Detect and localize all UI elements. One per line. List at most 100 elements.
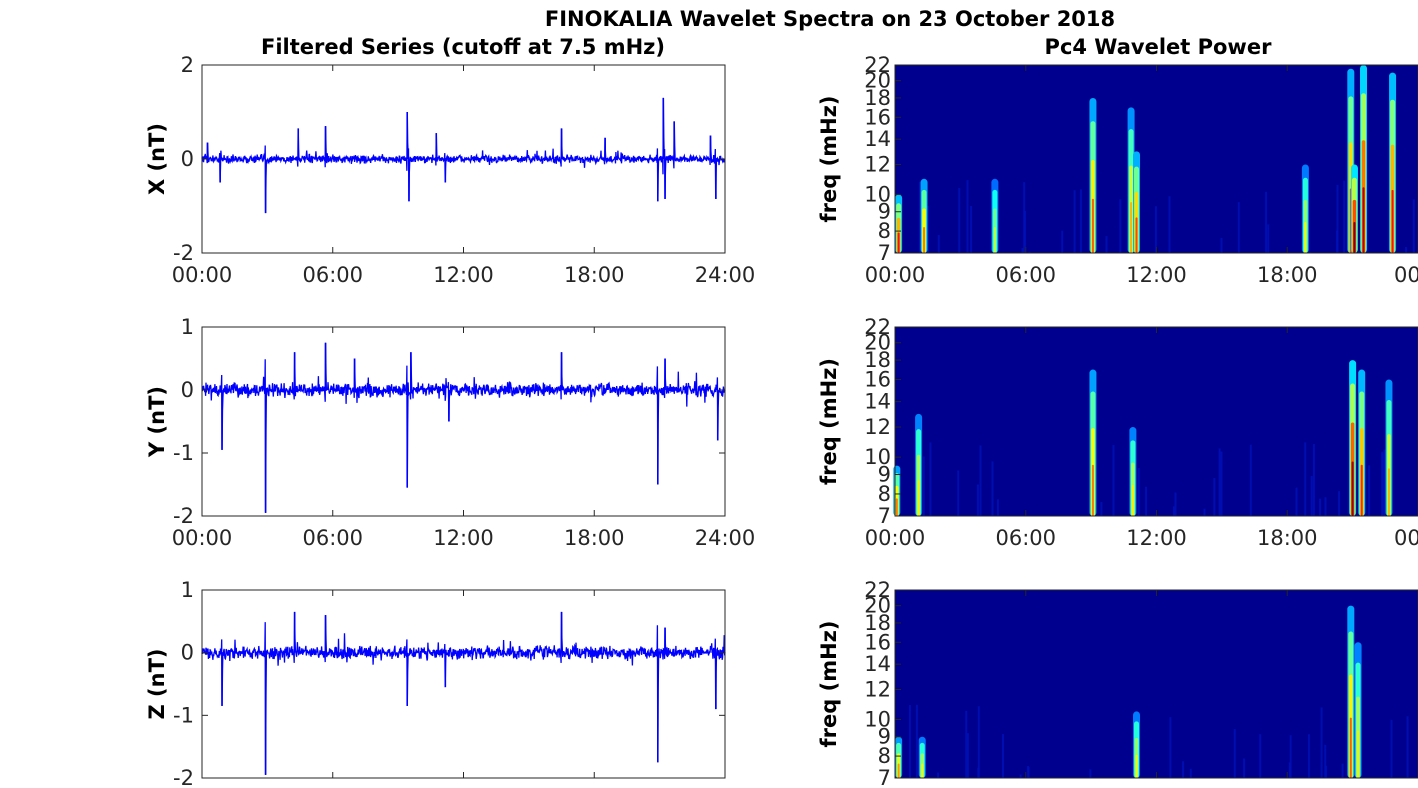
wavelet-speckle <box>958 187 961 253</box>
wavelet-speckle <box>1304 442 1307 516</box>
wavelet-speckle <box>1218 448 1221 516</box>
wavelet-speckle <box>908 704 911 778</box>
wavelet-speckle <box>977 706 980 778</box>
wavelet-streak-x-8-3 <box>1353 222 1356 253</box>
wavelet-speckle <box>1383 449 1386 516</box>
wavelet-speckle <box>1320 707 1323 778</box>
y-tick-label: -2 <box>173 504 194 528</box>
wavelet-streak-x-10-3 <box>1391 189 1394 253</box>
series-panel-y: -2 -1 0 1 00:00 06:00 12:00 18:00 24:00 Y (nT) <box>145 315 755 550</box>
wavelet-speckle <box>1237 202 1240 253</box>
wavelet-speckle <box>1021 247 1024 253</box>
wavelet-speckle <box>1343 180 1346 253</box>
x-tick-label: 00 <box>1394 526 1418 550</box>
wavelet-ylabel-y: freq (mHz) <box>817 358 841 485</box>
freq-tick-label: 22 <box>864 578 891 602</box>
wavelet-speckle <box>1119 199 1122 253</box>
x-tick-label: 00:00 <box>865 526 926 550</box>
wavelet-speckle <box>1220 451 1223 516</box>
wavelet-speckle <box>1319 498 1322 516</box>
x-tick-label: 18:00 <box>564 263 625 287</box>
wavelet-streak-y-3-3 <box>1131 484 1134 516</box>
series-ylabel-z: Z (nT) <box>145 648 169 719</box>
wavelet-speckle <box>1338 491 1341 516</box>
freq-tick-label: 8 <box>878 219 891 243</box>
wavelet-speckle <box>1312 444 1315 516</box>
wavelet-speckle <box>1168 196 1171 253</box>
series-ylabel-y: Y (nT) <box>145 386 169 458</box>
wavelet-speckle <box>1288 762 1291 778</box>
freq-tick-label: 10 <box>864 445 891 469</box>
wavelet-streak-y-4-3 <box>1351 461 1354 516</box>
freq-tick-label: 7 <box>878 504 891 528</box>
x-tick-label: 18:00 <box>564 526 625 550</box>
wavelet-streak-z-0-3 <box>897 763 900 778</box>
wavelet-streak-x-9-3 <box>1362 187 1365 253</box>
freq-tick-label: 8 <box>878 744 891 768</box>
wavelet-speckle <box>970 206 973 253</box>
wavelet-speckle <box>926 206 929 253</box>
y-tick-label: 1 <box>181 578 194 602</box>
wavelet-background <box>895 590 1418 778</box>
x-tick-label: 12:00 <box>433 526 494 550</box>
wavelet-speckle <box>1336 230 1339 253</box>
wavelet-streak-x-0-3 <box>897 232 900 253</box>
wavelet-speckle <box>1381 451 1384 516</box>
x-tick-label: 06:00 <box>302 526 363 550</box>
freq-tick-label: 7 <box>878 766 891 788</box>
wavelet-speckle <box>1267 224 1270 253</box>
wavelet-streak-x-5-3 <box>1135 217 1138 253</box>
figure-title: FINOKALIA Wavelet Spectra on 23 October … <box>545 7 1115 31</box>
freq-tick-label: 20 <box>864 69 891 93</box>
freq-tick-label: 14 <box>864 127 891 151</box>
x-tick-label: 24:00 <box>695 263 756 287</box>
wavelet-streak-y-0-3 <box>895 498 898 516</box>
wavelet-streak-y-1-3 <box>917 480 920 516</box>
freq-tick-label: 9 <box>878 463 891 487</box>
wavelet-speckle <box>996 499 999 516</box>
wavelet-ylabel-z: freq (mHz) <box>817 621 841 748</box>
wavelet-streak-z-2-3 <box>1135 754 1138 778</box>
wavelet-speckle <box>929 442 932 516</box>
freq-tick-label: 18 <box>864 611 891 635</box>
freq-tick-label: 12 <box>864 153 891 177</box>
x-tick-label: 00:00 <box>865 263 926 287</box>
left-column-title: Filtered Series (cutoff at 7.5 mHz) <box>261 35 665 59</box>
wavelet-streak-x-3-3 <box>1091 198 1094 253</box>
series-axes-box <box>201 589 726 779</box>
y-tick-label: -2 <box>173 241 194 265</box>
wavelet-streak-y-5-3 <box>1360 464 1363 516</box>
wavelet-speckle <box>1189 768 1192 778</box>
wavelet-speckle <box>1289 735 1292 778</box>
x-tick-label: 18:00 <box>1257 526 1318 550</box>
x-tick-label: 18:00 <box>1257 263 1318 287</box>
y-tick-label: 1 <box>181 315 194 339</box>
wavelet-speckle <box>1324 497 1327 516</box>
x-tick-label: 00:00 <box>172 263 233 287</box>
series-line-x <box>201 97 726 214</box>
wavelet-streak-x-4-3 <box>1130 202 1133 253</box>
wavelet-speckle <box>979 445 982 516</box>
freq-tick-label: 14 <box>864 652 891 676</box>
freq-tick-label: 8 <box>878 482 891 506</box>
freq-tick-label: 16 <box>864 368 891 392</box>
wavelet-speckle <box>1265 191 1268 253</box>
wavelet-speckle <box>918 181 921 253</box>
wavelet-speckle <box>1341 763 1344 778</box>
freq-tick-label: 16 <box>864 630 891 654</box>
series-line-y <box>201 342 726 513</box>
x-tick-label: 06:00 <box>995 263 1056 287</box>
wavelet-speckle <box>1154 206 1157 253</box>
wavelet-speckle <box>1249 444 1252 516</box>
panels: -2 0 2 00:00 06:00 12:00 18:00 24:00 X (nT) -2 -1 0… <box>145 53 1418 788</box>
wavelet-speckle <box>915 704 918 778</box>
wavelet-speckle <box>1412 199 1415 253</box>
wavelet-speckle <box>966 180 969 253</box>
wavelet-speckle <box>1390 719 1393 778</box>
wavelet-speckle <box>1368 465 1371 516</box>
wavelet-speckle <box>1233 729 1236 778</box>
series-panel-z: -2 -1 0 1 Z (nT) <box>145 578 726 788</box>
freq-tick-label: 12 <box>864 415 891 439</box>
